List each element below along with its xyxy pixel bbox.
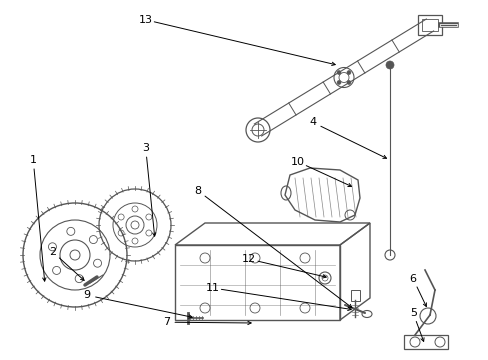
Circle shape xyxy=(346,71,350,75)
Text: 1: 1 xyxy=(30,155,37,165)
Text: 5: 5 xyxy=(409,308,416,318)
Text: 3: 3 xyxy=(142,143,149,153)
Circle shape xyxy=(346,80,350,85)
Circle shape xyxy=(385,61,393,69)
Text: 12: 12 xyxy=(242,254,256,264)
Text: 10: 10 xyxy=(291,157,305,167)
Text: 13: 13 xyxy=(139,15,152,25)
Text: 11: 11 xyxy=(205,283,219,293)
Circle shape xyxy=(336,71,340,75)
Text: 4: 4 xyxy=(309,117,316,127)
Text: 6: 6 xyxy=(409,274,416,284)
Text: 2: 2 xyxy=(49,247,56,257)
Circle shape xyxy=(336,80,340,85)
Text: 8: 8 xyxy=(194,186,201,196)
Text: 9: 9 xyxy=(83,290,90,300)
Text: 7: 7 xyxy=(163,317,169,327)
